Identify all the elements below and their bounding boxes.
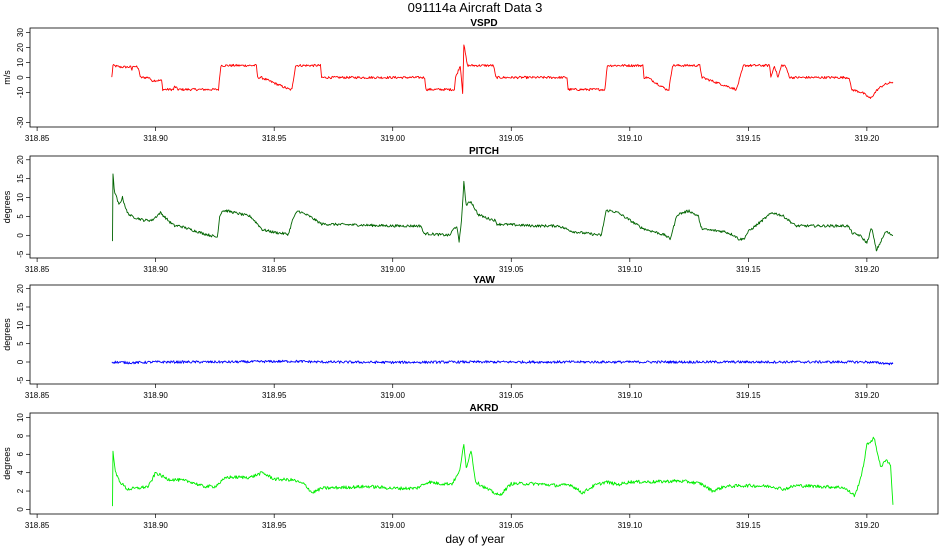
x-tick-label: 319.00 xyxy=(380,134,405,143)
y-tick-label: 5 xyxy=(16,214,25,219)
y-tick-label: 4 xyxy=(16,470,25,475)
y-tick-label: 10 xyxy=(16,320,25,329)
x-tick-label: 319.10 xyxy=(618,265,643,274)
y-tick-label: -5 xyxy=(16,376,25,384)
x-tick-label: 319.20 xyxy=(855,265,880,274)
x-tick-label: 318.85 xyxy=(25,521,50,530)
plot-frame xyxy=(29,284,939,385)
y-tick-label: 6 xyxy=(16,452,25,457)
plot-frame xyxy=(29,412,939,515)
y-tick-label: 20 xyxy=(16,43,25,52)
y-tick-label: -10 xyxy=(16,86,25,98)
x-tick-label: 318.90 xyxy=(143,391,168,400)
x-tick-label: 319.05 xyxy=(499,265,524,274)
y-tick-label: 2 xyxy=(16,488,25,493)
y-tick-label: 30 xyxy=(16,28,25,37)
y-tick-label: 8 xyxy=(16,433,25,438)
y-tick-label: -30 xyxy=(16,116,25,128)
x-tick-label: 319.05 xyxy=(499,391,524,400)
y-tick-label: 5 xyxy=(16,341,25,346)
x-tick-label: 319.10 xyxy=(618,391,643,400)
panel-yaw: YAW -5 0 5 10 15 20 degrees 318.85 318.90 318.95 31… xyxy=(2,275,939,400)
y-axis-label: m/s xyxy=(2,70,12,85)
y-tick-label: 0 xyxy=(16,75,25,80)
x-tick-label: 318.85 xyxy=(25,391,50,400)
x-tick-label: 318.95 xyxy=(262,391,287,400)
x-tick-label: 319.10 xyxy=(618,521,643,530)
y-tick-label: 0 xyxy=(16,359,25,364)
figure-title: 091114a Aircraft Data 3 xyxy=(407,0,543,15)
y-axis-label: degrees xyxy=(2,447,12,480)
panel-pitch: PITCH -5 0 5 10 15 20 degrees 318.85 318.90 318.95… xyxy=(2,146,939,274)
x-tick-label: 319.15 xyxy=(736,134,761,143)
y-tick-label: 0 xyxy=(16,233,25,238)
plot-frame xyxy=(29,155,939,259)
panel-title: PITCH xyxy=(469,146,499,157)
y-tick-label: 15 xyxy=(16,174,25,183)
x-tick-label: 318.85 xyxy=(25,134,50,143)
y-axis-label: degrees xyxy=(2,318,12,351)
series-line-vspd xyxy=(111,44,894,99)
x-tick-label: 319.00 xyxy=(380,391,405,400)
x-tick-label: 318.90 xyxy=(143,265,168,274)
panel-title: YAW xyxy=(473,275,495,286)
x-tick-label: 318.95 xyxy=(262,521,287,530)
x-tick-label: 318.90 xyxy=(143,521,168,530)
x-tick-label: 319.20 xyxy=(855,521,880,530)
x-tick-label: 318.95 xyxy=(262,265,287,274)
x-tick-label: 319.00 xyxy=(380,521,405,530)
x-tick-label: 318.95 xyxy=(262,134,287,143)
x-tick-label: 319.15 xyxy=(736,521,761,530)
x-tick-label: 319.15 xyxy=(736,265,761,274)
x-tick-label: 319.10 xyxy=(618,134,643,143)
panel-vspd: VSPD -30 -10 0 10 20 30 m/s 318.85 318.90 318.95 31… xyxy=(2,18,939,143)
y-tick-label: 10 xyxy=(16,58,25,67)
x-tick-label: 319.20 xyxy=(855,391,880,400)
panel-title: AKRD xyxy=(470,403,499,414)
x-tick-label: 319.05 xyxy=(499,134,524,143)
x-axis-label: day of year xyxy=(445,532,505,546)
y-tick-label: 10 xyxy=(16,193,25,202)
x-tick-label: 319.05 xyxy=(499,521,524,530)
y-tick-label: -5 xyxy=(16,250,25,258)
y-tick-label: 15 xyxy=(16,302,25,311)
y-tick-label: 10 xyxy=(16,413,25,422)
y-tick-label: 20 xyxy=(16,155,25,164)
y-axis-label: degrees xyxy=(2,190,12,223)
panel-title: VSPD xyxy=(470,18,497,29)
x-tick-label: 319.20 xyxy=(855,134,880,143)
y-tick-label: 0 xyxy=(16,507,25,512)
series-line-yaw xyxy=(111,359,894,366)
x-tick-label: 319.15 xyxy=(736,391,761,400)
series-line-akrd xyxy=(112,436,894,507)
y-tick-label: 20 xyxy=(16,284,25,293)
series-line-pitch xyxy=(112,173,894,252)
x-tick-label: 319.00 xyxy=(380,265,405,274)
x-tick-label: 318.90 xyxy=(143,134,168,143)
panel-akrd: AKRD 0 2 4 6 8 10 degrees 318.85 318.90 318.95 319.… xyxy=(2,403,939,530)
x-tick-label: 318.85 xyxy=(25,265,50,274)
